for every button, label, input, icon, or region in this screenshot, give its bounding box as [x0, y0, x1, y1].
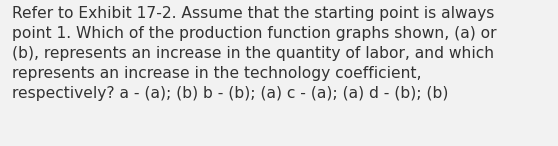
Text: Refer to Exhibit 17-2. Assume that the starting point is always
point 1. Which o: Refer to Exhibit 17-2. Assume that the s…	[12, 6, 497, 101]
